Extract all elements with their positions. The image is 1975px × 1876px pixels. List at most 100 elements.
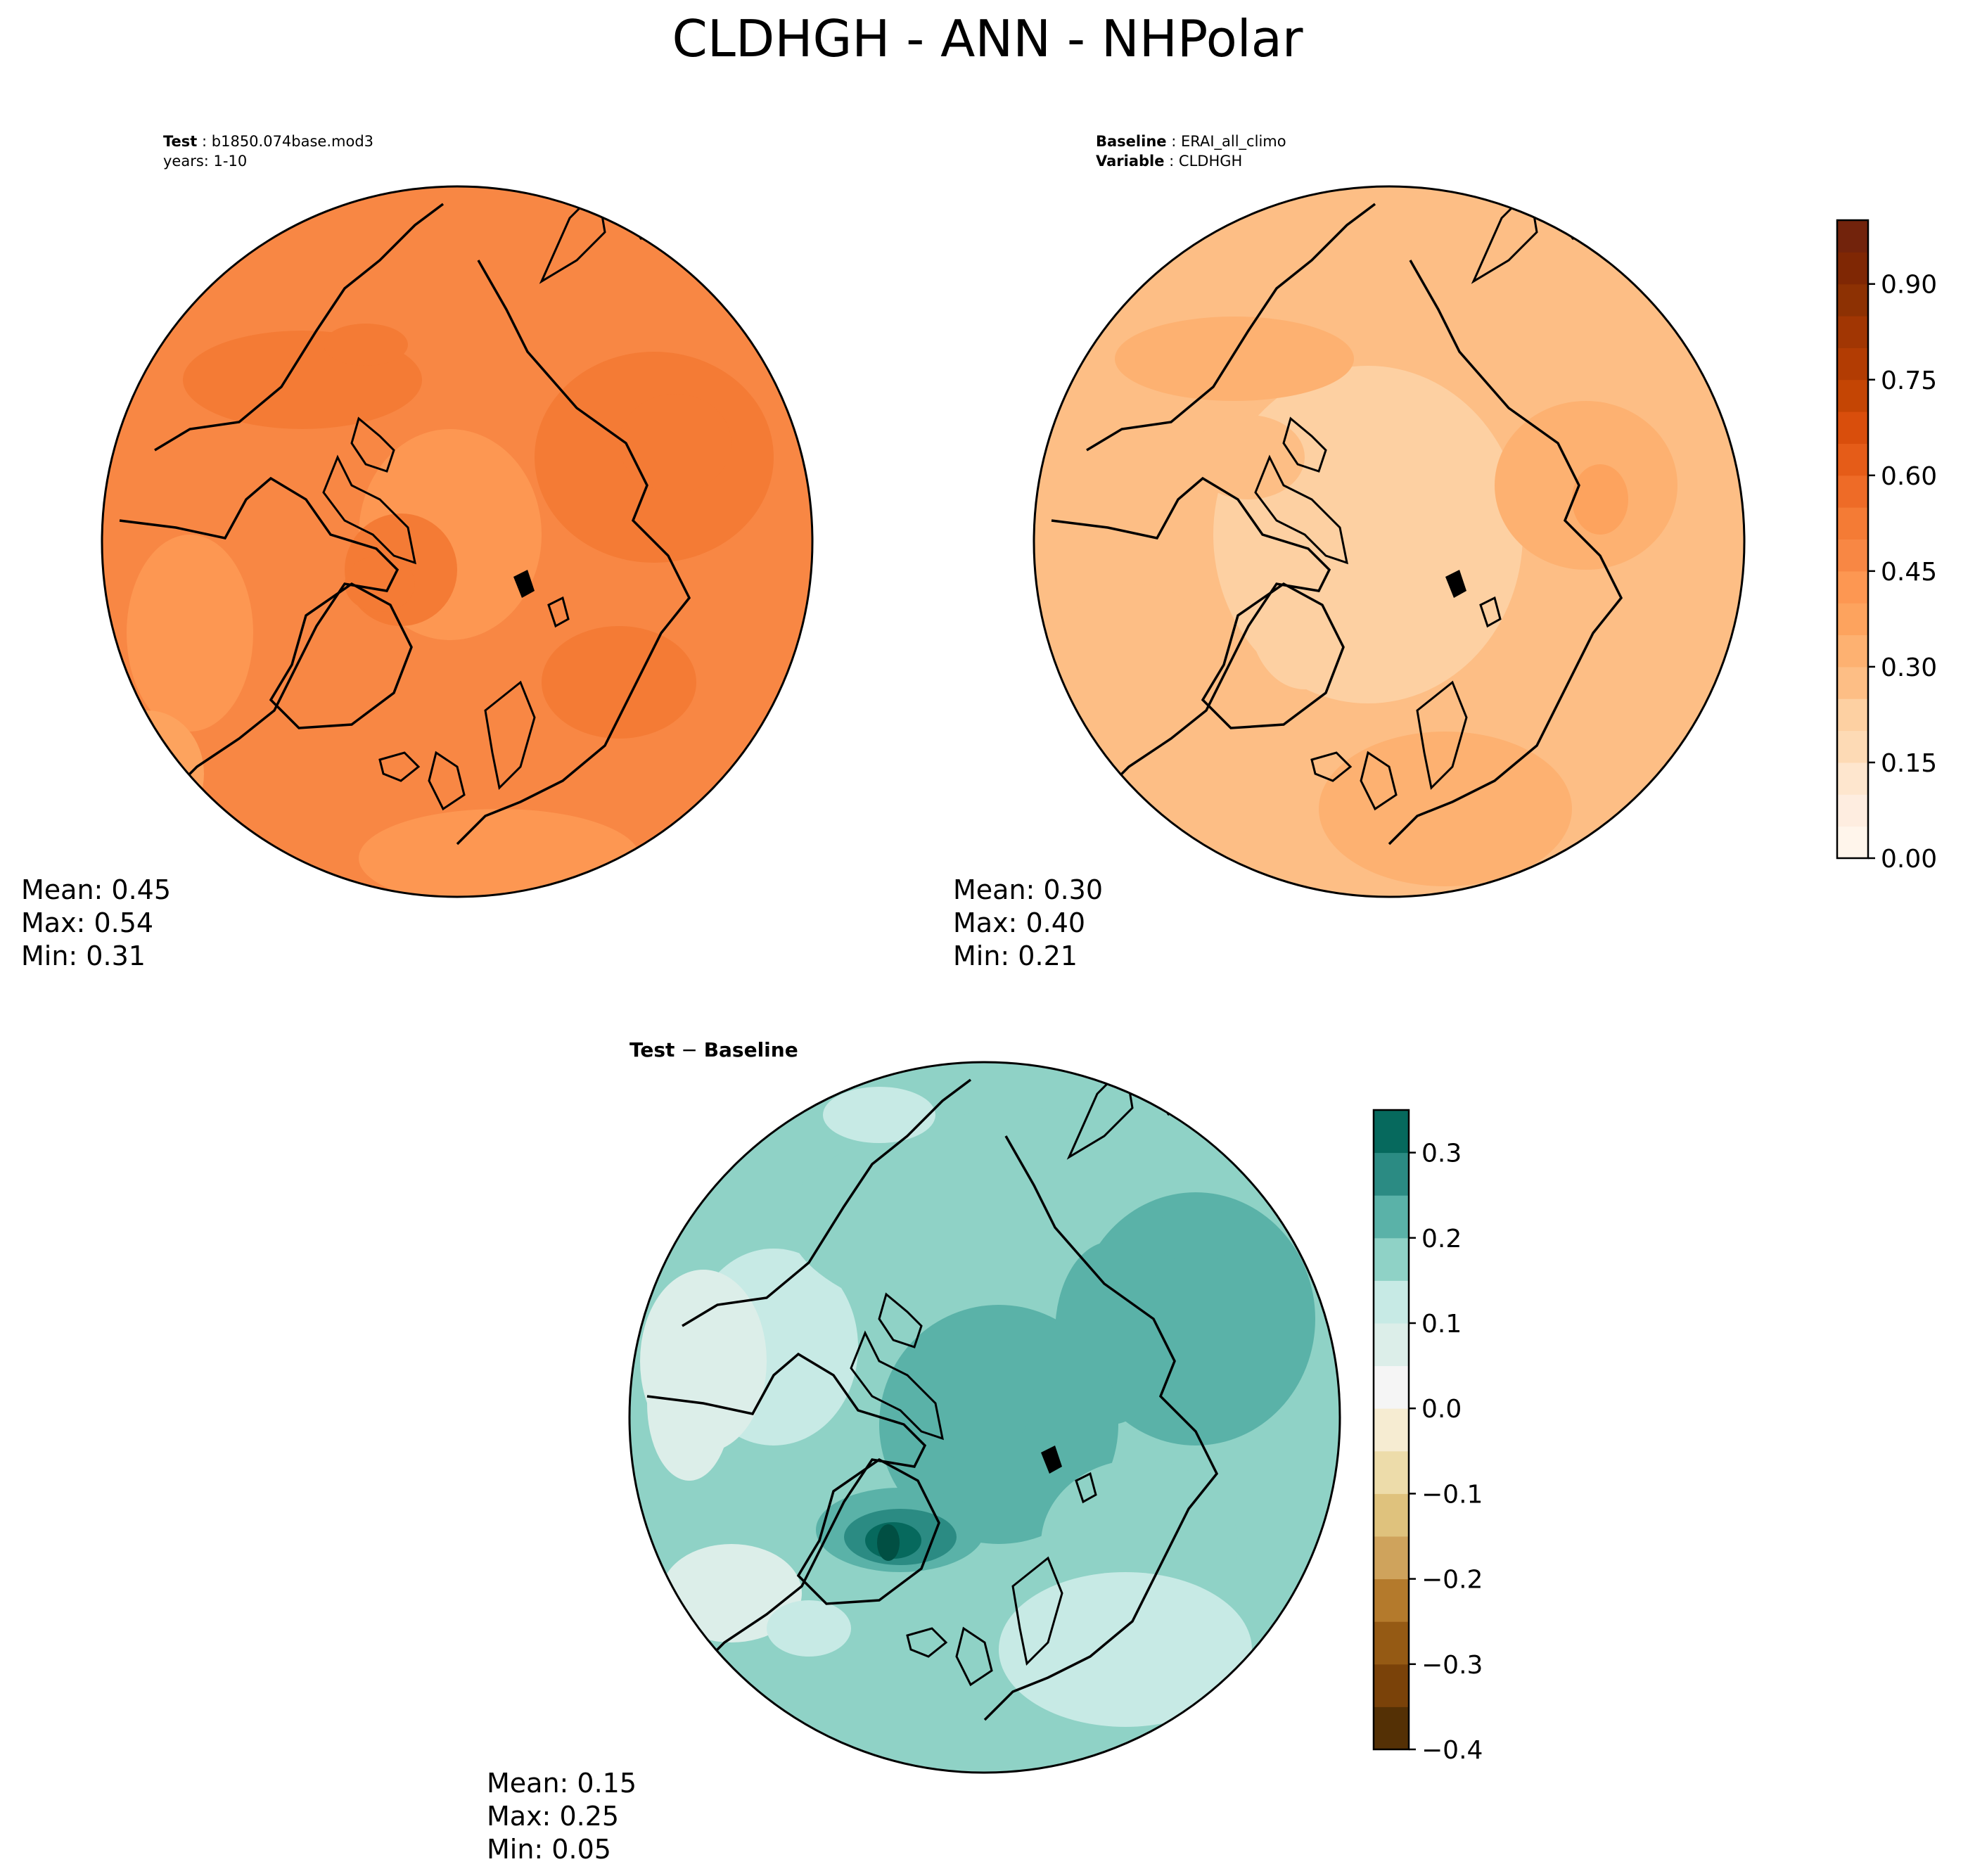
diff-colorbar-segment bbox=[1374, 1536, 1409, 1580]
test-header-sep: : bbox=[197, 133, 211, 150]
diff-header-baseline: Baseline bbox=[704, 1038, 798, 1061]
baseline-stat-max: Max: 0.40 bbox=[953, 907, 1085, 938]
main-colorbar-tick-label: 0.60 bbox=[1881, 462, 1937, 491]
main-colorbar-tick-label: 0.15 bbox=[1881, 749, 1937, 778]
main-colorbar-segment bbox=[1837, 730, 1868, 763]
diff-colorbar-segment bbox=[1374, 1195, 1409, 1239]
test-header: Test : b1850.074base.mod3 bbox=[163, 133, 373, 150]
baseline-header-label: Baseline bbox=[1096, 133, 1167, 150]
diff-colorbar-segment bbox=[1374, 1493, 1409, 1537]
diff-header: Test − Baseline bbox=[629, 1038, 798, 1061]
main-colorbar-segment bbox=[1837, 379, 1868, 412]
test-map-boundary bbox=[101, 185, 814, 898]
diff-colorbar-tick-label: 0.3 bbox=[1421, 1140, 1462, 1168]
variable-header-value: CLDHGH bbox=[1179, 153, 1242, 170]
main-colorbar-tick-label: 0.75 bbox=[1881, 366, 1937, 395]
main-colorbar-segment bbox=[1837, 634, 1868, 668]
test-header-label: Test bbox=[163, 133, 197, 150]
contour-region bbox=[1572, 464, 1628, 535]
diff-colorbar-segment bbox=[1374, 1621, 1409, 1665]
baseline-stat-mean: Mean: 0.30 bbox=[953, 874, 1103, 905]
diff-colorbar-segment bbox=[1374, 1450, 1409, 1494]
test-panel: Test : b1850.074base.mod3 years: 1-10 Me… bbox=[21, 133, 814, 971]
contour-region bbox=[1115, 317, 1354, 401]
variable-header-sep: : bbox=[1164, 153, 1178, 170]
main-colorbar-tick-label: 0.30 bbox=[1881, 653, 1937, 682]
diff-stat-max: Max: 0.25 bbox=[487, 1801, 619, 1832]
contour-region bbox=[999, 1572, 1252, 1727]
test-header-years: years: 1-10 bbox=[163, 153, 247, 170]
baseline-map-boundary bbox=[1033, 185, 1746, 898]
diff-colorbar-tick-label: −0.3 bbox=[1421, 1651, 1483, 1680]
diff-stat-min: Min: 0.05 bbox=[487, 1834, 611, 1865]
diff-colorbar-tick-label: −0.4 bbox=[1421, 1736, 1483, 1765]
main-colorbar-segment bbox=[1837, 316, 1868, 348]
main-colorbar-segment bbox=[1837, 475, 1868, 508]
diff-panel: Test − Baseline Mean: 0.15 Max: 0.25 Min… bbox=[487, 1038, 1341, 1865]
main-colorbar-segment bbox=[1837, 539, 1868, 572]
contour-region bbox=[661, 1544, 802, 1642]
contour-region bbox=[823, 1087, 935, 1143]
diff-colorbar-segment bbox=[1374, 1110, 1409, 1154]
diff-colorbar-frame bbox=[1372, 1109, 1410, 1751]
main-colorbar-segment bbox=[1837, 347, 1868, 381]
diff-colorbar-tick-label: 0.1 bbox=[1421, 1310, 1462, 1339]
diff-colorbar-segment bbox=[1374, 1408, 1409, 1452]
main-colorbar-segment bbox=[1837, 826, 1868, 859]
diff-stat-mean: Mean: 0.15 bbox=[487, 1768, 637, 1799]
test-header-value: b1850.074base.mod3 bbox=[212, 133, 373, 150]
contour-region bbox=[877, 1524, 900, 1561]
main-colorbar-segment bbox=[1837, 507, 1868, 540]
main-colorbar-segment bbox=[1837, 443, 1868, 476]
diff-colorbar-tick-label: −0.1 bbox=[1421, 1480, 1483, 1509]
test-map bbox=[101, 185, 814, 898]
contour-region bbox=[1248, 535, 1361, 689]
main-colorbar-segment bbox=[1837, 283, 1868, 317]
test-stat-mean: Mean: 0.45 bbox=[21, 874, 171, 905]
diff-colorbar: −0.4 −0.3 −0.2 −0.1 0.0 0.1 0.2 0.3 bbox=[1372, 1109, 1483, 1765]
baseline-stat-min: Min: 0.21 bbox=[953, 940, 1078, 971]
diff-colorbar-segment bbox=[1374, 1152, 1409, 1196]
test-stat-max: Max: 0.54 bbox=[21, 907, 153, 938]
main-colorbar-segment bbox=[1837, 252, 1868, 285]
main-colorbar-segment bbox=[1837, 570, 1868, 604]
main-colorbar-segment bbox=[1837, 603, 1868, 636]
diff-header-test: Test bbox=[629, 1038, 675, 1061]
contour-region bbox=[1192, 415, 1305, 499]
contour-region bbox=[640, 1270, 767, 1453]
baseline-header-sep: : bbox=[1167, 133, 1181, 150]
diff-colorbar-segment bbox=[1374, 1664, 1409, 1707]
contour-region bbox=[1319, 732, 1572, 886]
test-stat-min: Min: 0.31 bbox=[21, 940, 146, 971]
contour-region bbox=[1052, 584, 1220, 753]
diff-colorbar-segment bbox=[1374, 1365, 1409, 1409]
diff-colorbar-tick-label: −0.2 bbox=[1421, 1566, 1483, 1595]
diff-header-sep: − bbox=[675, 1038, 703, 1061]
main-colorbar-segment bbox=[1837, 794, 1868, 827]
figure-title: CLDHGH - ANN - NHPolar bbox=[672, 9, 1303, 68]
contour-region bbox=[619, 394, 731, 492]
main-colorbar-segment bbox=[1837, 666, 1868, 699]
contour-region bbox=[345, 556, 415, 612]
main-colorbar-segment bbox=[1837, 220, 1868, 253]
diff-colorbar-segment bbox=[1374, 1323, 1409, 1367]
contour-region bbox=[767, 1600, 851, 1657]
main-colorbar-tick-label: 0.90 bbox=[1881, 271, 1937, 300]
baseline-panel: Baseline : ERAI_all_climo Variable : CLD… bbox=[953, 133, 1746, 971]
diff-colorbar-segment bbox=[1374, 1578, 1409, 1622]
diff-map bbox=[628, 1061, 1341, 1774]
diff-map-boundary bbox=[628, 1061, 1341, 1774]
diff-colorbar-tick-label: 0.2 bbox=[1421, 1225, 1462, 1253]
variable-header: Variable : CLDHGH bbox=[1096, 153, 1242, 170]
main-colorbar-segment bbox=[1837, 411, 1868, 444]
main-colorbar-segment bbox=[1837, 762, 1868, 795]
contour-region bbox=[324, 324, 408, 366]
main-colorbar-frame bbox=[1836, 219, 1869, 860]
main-colorbar-segment bbox=[1837, 698, 1868, 732]
contour-region bbox=[907, 1333, 1034, 1460]
contour-region bbox=[127, 535, 253, 732]
diff-colorbar-segment bbox=[1374, 1237, 1409, 1281]
baseline-map-contours bbox=[1052, 317, 1677, 886]
main-colorbar-tick-label: 0.45 bbox=[1881, 558, 1937, 587]
